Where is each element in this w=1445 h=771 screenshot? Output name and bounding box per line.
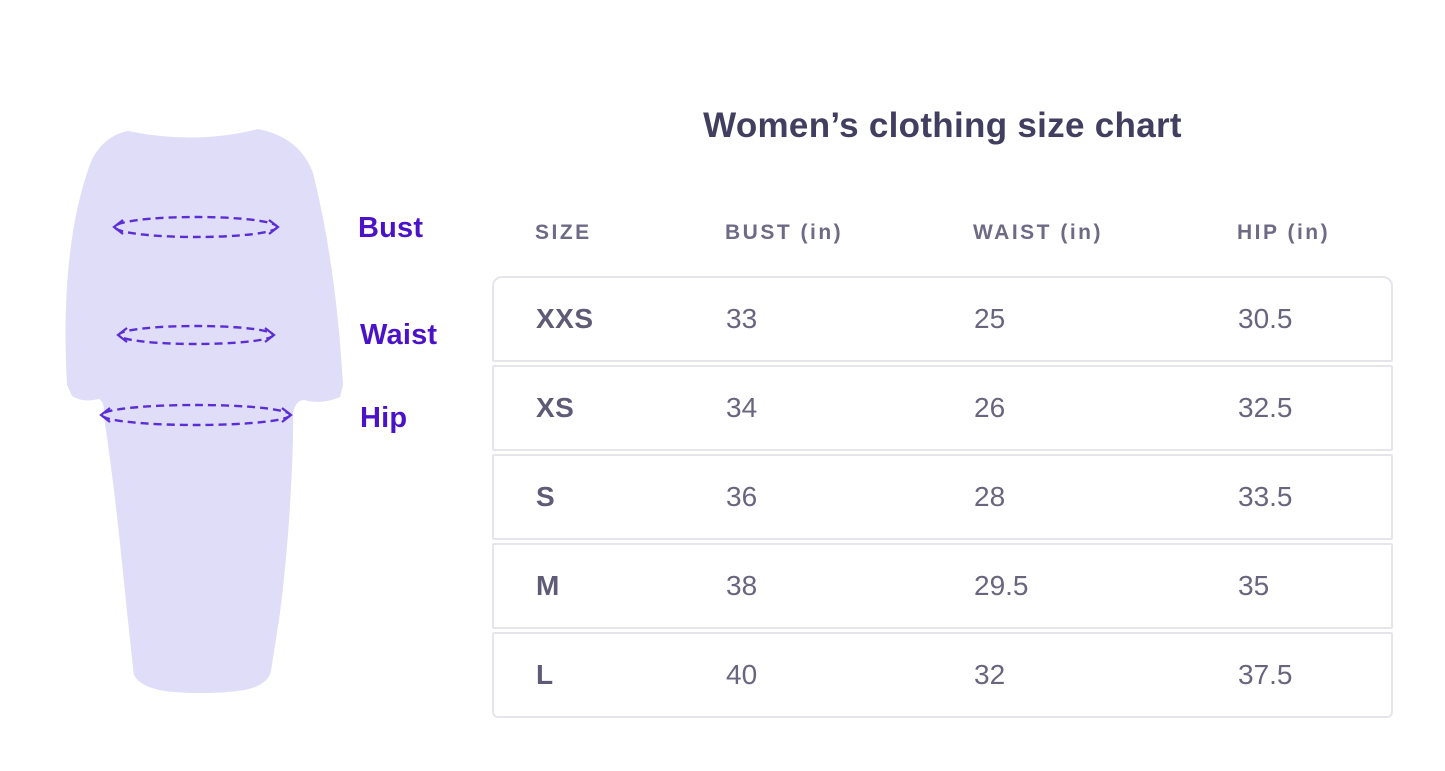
header-hip: HIP (in) — [1237, 221, 1331, 244]
table-row-m: M 38 29.5 35 — [492, 543, 1393, 629]
bust-label: Bust — [358, 212, 424, 244]
bust-value: 33 — [726, 303, 758, 334]
size-value: L — [536, 659, 554, 690]
waist-label: Waist — [360, 319, 438, 351]
hip-value: 37.5 — [1238, 659, 1293, 690]
size-value: XS — [536, 392, 575, 423]
hip-value: 35 — [1238, 570, 1270, 601]
hip-label: Hip — [360, 402, 408, 434]
bust-value: 38 — [726, 570, 758, 601]
table-row-s: S 36 28 33.5 — [492, 454, 1393, 540]
header-size: SIZE — [535, 221, 592, 244]
dress-illustration — [65, 129, 343, 694]
hip-value: 33.5 — [1238, 481, 1293, 512]
header-waist: WAIST (in) — [973, 221, 1103, 244]
hip-value: 30.5 — [1238, 303, 1293, 334]
table-row-l: L 40 32 37.5 — [492, 632, 1393, 718]
header-bust: BUST (in) — [725, 221, 844, 244]
bust-value: 36 — [726, 481, 758, 512]
table-row-xs: XS 34 26 32.5 — [492, 365, 1393, 451]
table-header-row: SIZE BUST (in) WAIST (in) HIP (in) — [493, 219, 1390, 247]
table-row-xxs: XXS 33 25 30.5 — [492, 276, 1393, 362]
waist-measure-ellipse — [116, 324, 276, 346]
waist-value: 25 — [974, 303, 1006, 334]
size-table: XXS 33 25 30.5 XS 34 26 32.5 S 36 28 33.… — [492, 276, 1393, 718]
page-title: Women’s clothing size chart — [703, 106, 1182, 145]
waist-value: 29.5 — [974, 570, 1029, 601]
bust-value: 40 — [726, 659, 758, 690]
hip-value: 32.5 — [1238, 392, 1293, 423]
waist-value: 32 — [974, 659, 1006, 690]
dress-diagram — [55, 115, 355, 705]
bust-measure-ellipse — [112, 215, 280, 239]
waist-value: 28 — [974, 481, 1006, 512]
size-value: S — [536, 481, 556, 512]
size-value: XXS — [536, 303, 594, 334]
size-value: M — [536, 570, 560, 601]
dress-silhouette — [65, 129, 343, 694]
hip-measure-ellipse — [99, 403, 293, 427]
waist-value: 26 — [974, 392, 1006, 423]
bust-value: 34 — [726, 392, 758, 423]
